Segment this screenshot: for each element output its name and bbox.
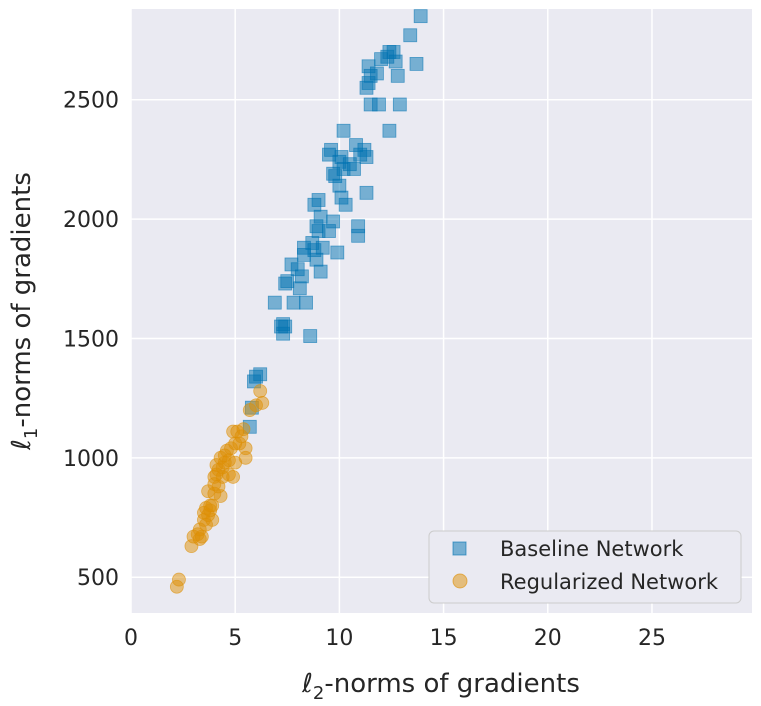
y-tick-label: 1500 (63, 327, 119, 352)
x-tick-label: 0 (124, 626, 138, 651)
data-points (169, 9, 428, 594)
x-axis-label-subscript: 2 (313, 683, 324, 704)
y-tick-label: 2500 (63, 89, 119, 114)
tick-labels: 0 5 10 15 20 25 500 1000 1500 2000 2500 (63, 89, 666, 651)
y-tick-label: 500 (77, 566, 119, 591)
baseline-point (351, 228, 366, 243)
baseline-point (413, 9, 428, 24)
baseline-point (326, 214, 341, 229)
x-tick-label: 5 (228, 626, 242, 651)
legend: Baseline Network Regularized Network (428, 530, 742, 604)
baseline-point (303, 329, 318, 343)
regularized-point (194, 529, 209, 544)
regularized-point (205, 512, 220, 527)
baseline-point (359, 150, 374, 164)
baseline-point (347, 162, 361, 176)
baseline-point (313, 209, 328, 224)
baseline-point (372, 97, 386, 112)
regularized-point (226, 470, 241, 484)
baseline-point (338, 197, 353, 212)
baseline-point (313, 264, 328, 279)
baseline-point (294, 269, 309, 284)
y-tick-label: 2000 (63, 208, 119, 233)
baseline-point (280, 274, 295, 289)
legend-box (428, 530, 742, 604)
baseline-point (369, 66, 384, 81)
regularized-point (236, 422, 251, 437)
legend-regularized-label: Regularized Network (500, 570, 719, 594)
legend-regularized-marker (452, 573, 468, 589)
baseline-point (324, 142, 338, 157)
y-axis-label-symbol: ℓ (7, 439, 37, 451)
regularized-point (255, 396, 270, 410)
baseline-point (336, 123, 351, 138)
regularized-point (238, 441, 253, 456)
regularized-point (253, 384, 268, 398)
baseline-point (286, 295, 301, 310)
baseline-point (403, 28, 418, 43)
regularized-point (172, 572, 186, 587)
x-tick-label: 20 (534, 626, 562, 651)
baseline-point (359, 185, 374, 200)
legend-baseline-marker (452, 541, 467, 556)
x-tick-label: 15 (430, 626, 458, 651)
y-axis-label-text: -norms of gradients (7, 172, 37, 428)
baseline-point (292, 281, 307, 296)
baseline-point (315, 240, 330, 255)
x-axis-label: ℓ2-norms of gradients (301, 669, 580, 704)
x-tick-label: 25 (638, 626, 666, 651)
x-axis-label-text: -norms of gradients (324, 669, 580, 699)
baseline-point (253, 367, 268, 382)
baseline-point (309, 252, 324, 267)
y-axis-label: ℓ1-norms of gradients (7, 172, 42, 451)
baseline-point (388, 54, 403, 69)
legend-baseline-label: Baseline Network (500, 537, 684, 561)
baseline-point (330, 245, 345, 260)
baseline-point (390, 68, 405, 83)
baseline-point (267, 295, 282, 310)
baseline-point (299, 295, 313, 310)
baseline-point (392, 97, 407, 112)
regularized-point (213, 489, 228, 503)
baseline-point (278, 319, 293, 334)
baseline-point (382, 123, 397, 138)
x-axis-label-symbol: ℓ (301, 669, 313, 699)
y-tick-label: 1000 (63, 447, 119, 472)
x-tick-label: 10 (325, 626, 353, 651)
y-axis-label-subscript: 1 (21, 428, 42, 439)
baseline-point (311, 193, 326, 207)
baseline-point (409, 57, 424, 71)
baseline-point (332, 178, 347, 193)
